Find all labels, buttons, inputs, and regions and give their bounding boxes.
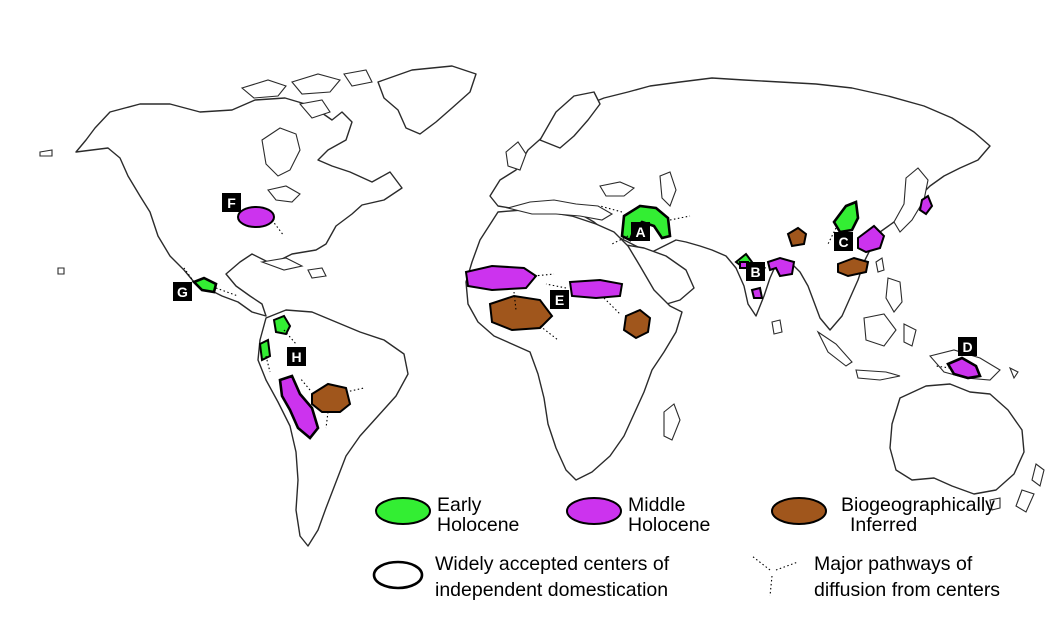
marker-e-label: E [555, 292, 564, 308]
region-d-middle [946, 356, 982, 380]
center-markers: A B C D E F G H [173, 193, 977, 366]
arrow-e-southwest [513, 291, 517, 311]
region-h-inferred [311, 382, 352, 413]
region-h-middle [278, 374, 320, 440]
arrow-g-north [183, 267, 195, 283]
region-e-middle-west [464, 264, 538, 292]
legend-pathways-swatch [751, 555, 799, 597]
great-lakes [267, 185, 301, 203]
region-c-inferred-1 [837, 256, 870, 278]
cuba [259, 257, 304, 271]
legend-middle-swatch [566, 497, 622, 525]
scandinavia [539, 91, 601, 149]
arrow-h-north-2 [299, 377, 311, 391]
legend-inferred-label-2: Inferred [850, 514, 917, 536]
region-h-early-2 [258, 338, 272, 362]
marker-f: F [222, 193, 241, 212]
marker-d: D [958, 337, 977, 356]
marker-g: G [173, 282, 192, 301]
south-america [257, 309, 409, 547]
aleutian-island [39, 149, 53, 157]
marker-e: E [550, 290, 569, 309]
marker-a: A [631, 222, 650, 241]
legend-pathways-label-2: diffusion from centers [814, 579, 1000, 601]
marker-a-label: A [635, 224, 645, 240]
arctic-island-1 [240, 79, 287, 99]
hudson-bay [261, 127, 301, 177]
marker-c-label: C [838, 234, 848, 250]
hawaii-island [57, 267, 65, 275]
black-sea [599, 181, 636, 197]
region-b-middle-2 [750, 286, 764, 299]
marker-b: B [746, 262, 765, 281]
arctic-island-2 [291, 73, 341, 95]
sumatra [816, 330, 853, 367]
arrow-h-north [283, 329, 297, 345]
legend-early-swatch [375, 497, 431, 525]
legend-pathways-label-1: Major pathways of [814, 553, 973, 575]
region-g-early [191, 276, 218, 294]
arrow-f-east [271, 219, 285, 237]
arrow-h-south [325, 411, 329, 429]
region-e-inferred-east [622, 308, 652, 340]
legend-accepted-swatch [372, 560, 424, 590]
region-c-middle [857, 224, 886, 254]
region-b-middle-1 [766, 256, 796, 278]
legend-accepted-label-1: Widely accepted centers of [435, 553, 670, 575]
legend-early-label-1: Early [437, 494, 482, 516]
region-c-inferred-2 [786, 226, 808, 248]
legend-inferred-swatch [771, 497, 827, 525]
arrow-e-west [545, 283, 567, 289]
region-japan-middle [918, 194, 934, 216]
taiwan [875, 257, 885, 273]
japan [893, 167, 929, 233]
legend: Early Holocene Middle Holocene Biogeogra… [372, 494, 1000, 601]
domestication-regions [191, 194, 982, 440]
borneo [863, 313, 897, 347]
marker-g-label: G [177, 284, 188, 300]
arrow-a-east [669, 215, 691, 221]
region-f-middle [237, 206, 275, 228]
region-e-inferred-west [488, 294, 554, 332]
arctic-island-3 [298, 99, 331, 119]
marker-h: H [287, 347, 306, 366]
landmasses [39, 65, 1045, 547]
marker-d-label: D [962, 339, 972, 355]
arrow-c-south [827, 227, 837, 245]
caspian-sea [659, 171, 677, 207]
diffusion-arrows [183, 205, 951, 429]
new-zealand-south [1015, 489, 1035, 513]
eurasia [489, 77, 991, 331]
legend-middle-label-1: Middle [628, 494, 685, 516]
greenland [377, 65, 477, 135]
madagascar [663, 403, 681, 441]
region-e-middle-east [568, 278, 624, 300]
arrow-e-northeast [533, 273, 555, 277]
java [855, 369, 901, 381]
sri-lanka [771, 319, 783, 335]
legend-early-label-2: Holocene [437, 514, 519, 536]
legend-middle-label-2: Holocene [628, 514, 710, 536]
marker-c: C [834, 232, 853, 251]
philippines [885, 277, 903, 313]
marker-h-label: H [291, 349, 301, 365]
arctic-island-4 [343, 69, 373, 87]
new-zealand-north [1031, 463, 1045, 487]
mediterranean-sea [505, 199, 614, 221]
australia [889, 383, 1025, 495]
arrow-a-south [611, 235, 629, 245]
legend-inferred-label-1: Biogeographically [841, 494, 995, 516]
marker-b-label: B [750, 264, 760, 280]
sulawesi [903, 323, 917, 347]
arrow-h-east [345, 387, 365, 393]
arrow-h-west [265, 355, 271, 373]
hispaniola [307, 267, 327, 279]
tasmania [989, 497, 1001, 511]
british-isles [505, 141, 527, 171]
pacific-island [1008, 366, 1019, 380]
legend-accepted-label-2: independent domestication [435, 579, 668, 601]
marker-f-label: F [227, 195, 236, 211]
region-h-early-1 [272, 314, 292, 336]
